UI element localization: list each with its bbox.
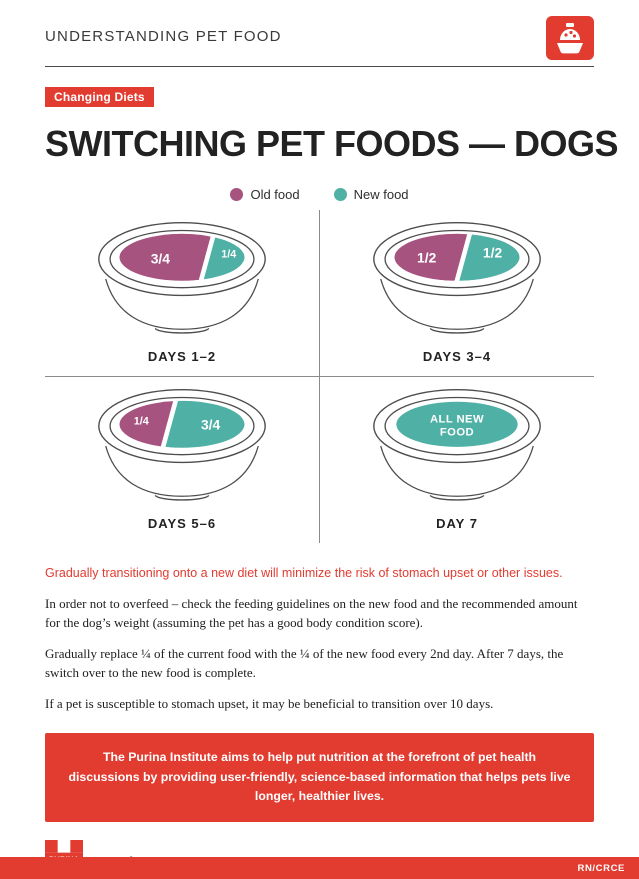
bowl-cell-days-3-4: 1/2 1/2 DAYS 3–4: [320, 210, 594, 376]
bowl-caption: DAYS 5–6: [147, 516, 217, 531]
bowl-diagram-days-3-4: 1/2 1/2: [373, 221, 541, 334]
legend-item-old: Old food: [230, 187, 300, 202]
bowl-caption: DAY 7: [436, 516, 478, 531]
footer-code-bar: RN/CRCE: [0, 857, 639, 879]
intro-text: Gradually transitioning onto a new diet …: [45, 566, 563, 580]
all-new-food-label-line1: ALL NEW: [430, 414, 484, 426]
legend-label-new: New food: [353, 187, 409, 202]
page-title: SWITCHING PET FOODS — DOGS: [45, 123, 619, 164]
old-food-dot-icon: [230, 188, 244, 201]
info-box: The Purina Institute aims to help put nu…: [45, 733, 594, 823]
doc-code: RN/CRCE: [577, 862, 625, 874]
body-paragraph-3: If a pet is susceptible to stomach upset…: [45, 695, 494, 711]
fraction-label-new: 1/2: [483, 244, 503, 260]
fraction-label-old: 3/4: [151, 250, 171, 266]
bowl-cell-days-1-2: 3/4 1/4 DAYS 1–2: [45, 210, 319, 376]
bowl-caption: DAYS 3–4: [422, 349, 492, 364]
legend-label-old: Old food: [250, 187, 300, 202]
topic-badge: Changing Diets: [45, 87, 154, 107]
new-food-dot-icon: [333, 188, 347, 201]
fraction-label-old: 1/2: [417, 250, 437, 266]
all-new-food-label-line2: FOOD: [440, 427, 474, 439]
header-divider: [45, 66, 594, 67]
bowl-grid: 3/4 1/4 DAYS 1–2 1/2 1/2 DAYS 3–4: [45, 210, 594, 543]
legend-item-new: New food: [333, 187, 409, 202]
bowl-diagram-days-5-6: 1/4 3/4: [98, 388, 266, 501]
bowl-diagram-days-1-2: 3/4 1/4: [98, 221, 266, 334]
doc-header-title: UNDERSTANDING PET FOOD: [45, 28, 282, 45]
bowl-diagram-day-7: ALL NEW FOOD: [373, 388, 541, 501]
bowl-caption: DAYS 1–2: [147, 349, 217, 364]
legend: Old food New food: [45, 187, 594, 202]
header: UNDERSTANDING PET FOOD: [45, 16, 594, 60]
bowl-cell-days-5-6: 1/4 3/4 DAYS 5–6: [45, 377, 319, 543]
body-paragraph-1: In order not to overfeed – check the fee…: [45, 595, 578, 631]
fraction-label-new: 3/4: [201, 417, 221, 433]
body-paragraph-2: Gradually replace ¼ of the current food …: [45, 645, 564, 681]
pet-food-icon: [546, 16, 594, 60]
fraction-label-new: 1/4: [221, 248, 236, 260]
bowl-cell-day-7: ALL NEW FOOD DAY 7: [320, 377, 594, 543]
fraction-label-old: 1/4: [134, 415, 149, 427]
